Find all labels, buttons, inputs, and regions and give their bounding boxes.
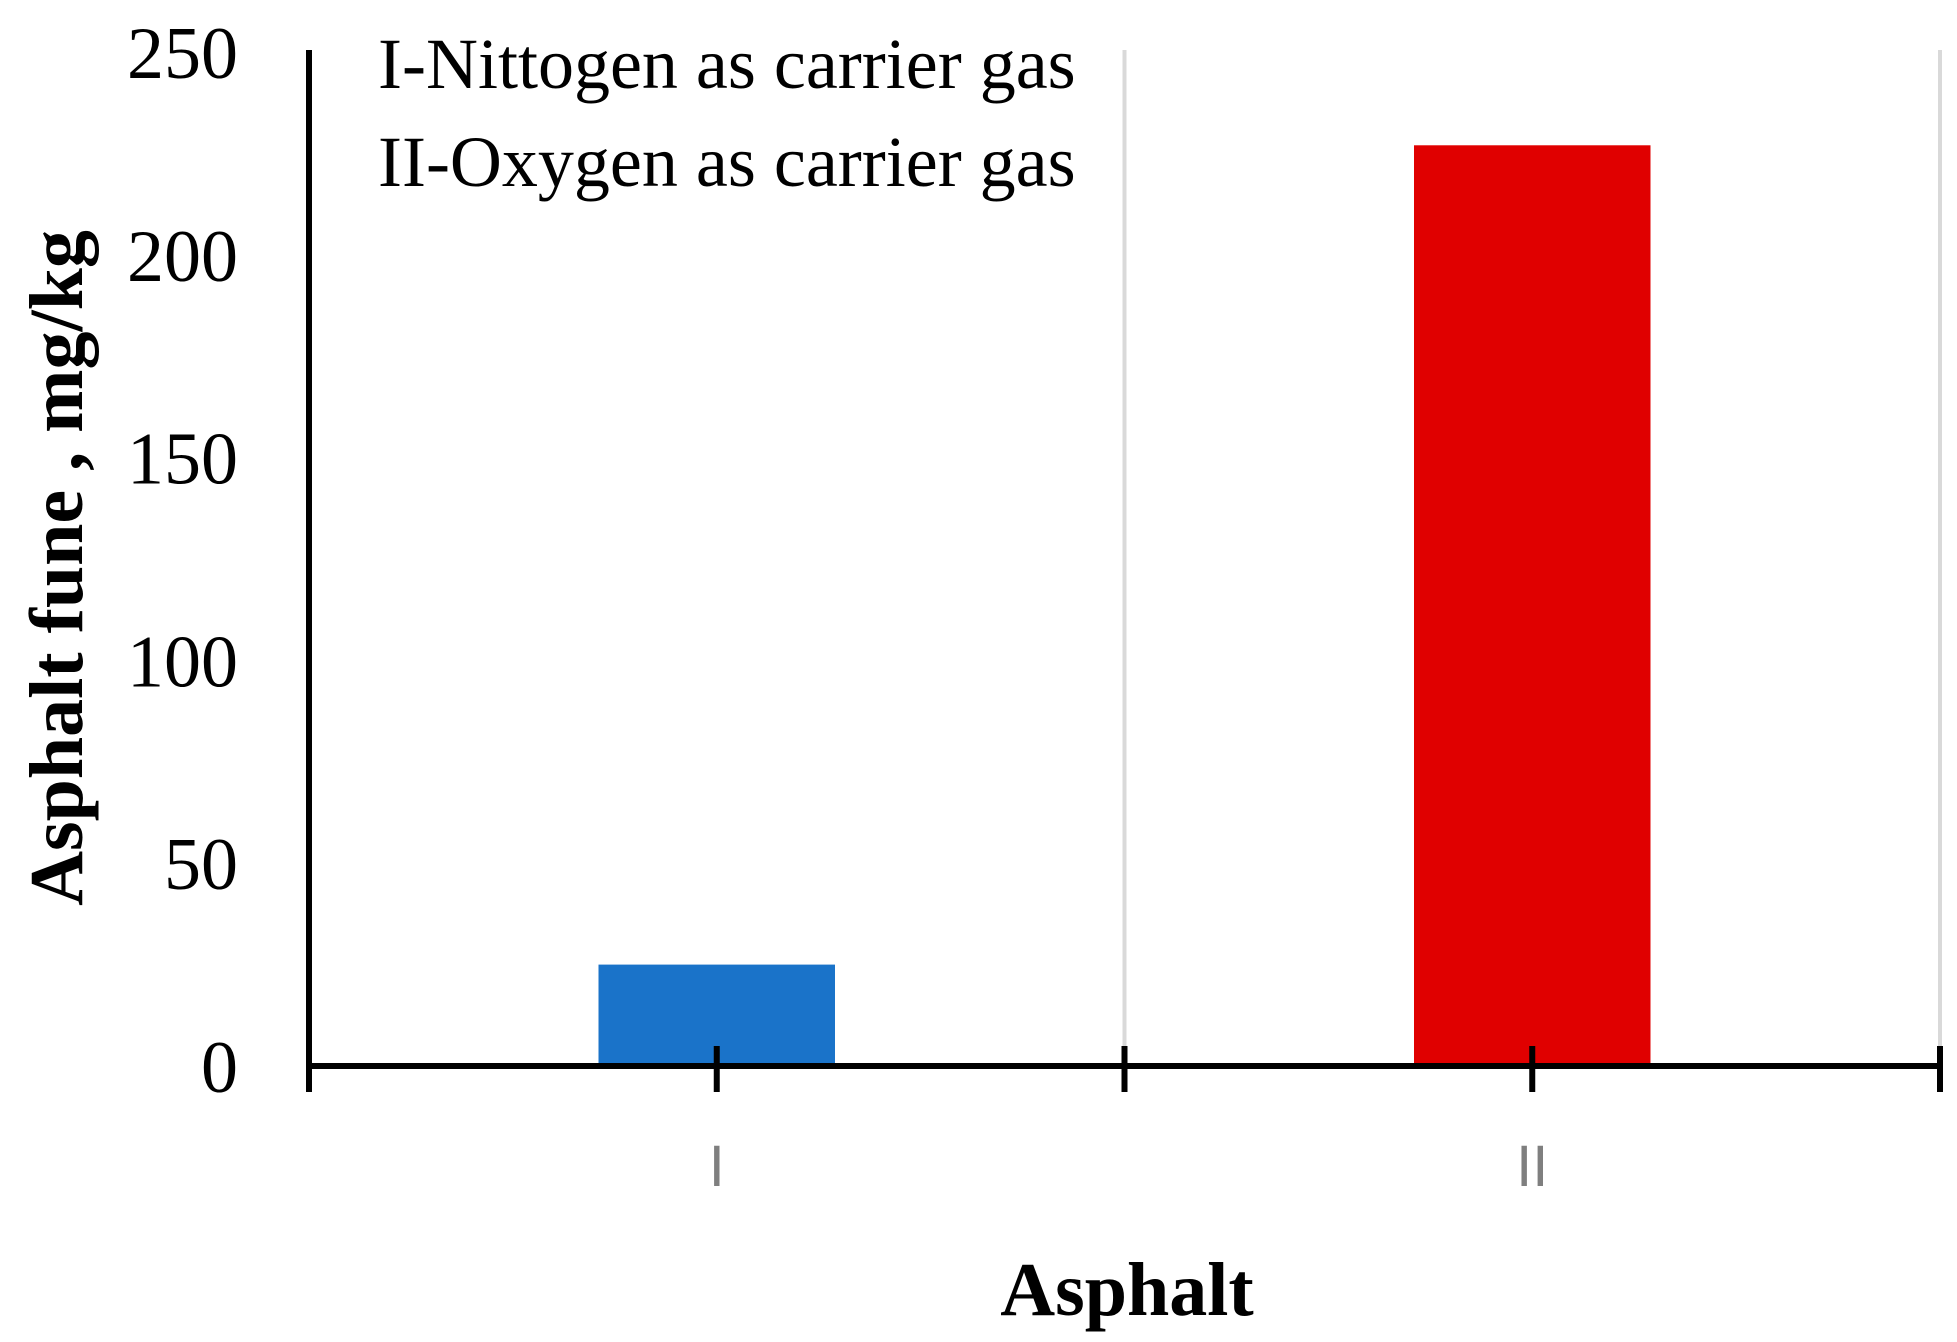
- x-tick-label-II: II: [1516, 1134, 1548, 1199]
- y-tick-label-150: 150: [127, 419, 238, 501]
- x-tick-labels: I II: [709, 1134, 1549, 1199]
- x-tick-marks: [306, 1046, 1943, 1092]
- bars: [598, 145, 1651, 1067]
- x-tick-label-I: I: [709, 1134, 725, 1199]
- y-tick-label-100: 100: [127, 621, 238, 703]
- y-tick-label-250: 250: [127, 13, 238, 95]
- y-axis-title: Asphalt fune , mg/kg: [15, 230, 99, 906]
- gridlines: [1122, 50, 1942, 1066]
- y-tick-label-200: 200: [127, 216, 238, 298]
- y-tick-label-50: 50: [164, 824, 238, 906]
- y-tick-labels: 0 50 100 150 200 250: [127, 13, 238, 1109]
- annotation-line-1: I-Nittogen as carrier gas: [378, 24, 1076, 104]
- y-tick-label-0: 0: [201, 1027, 238, 1109]
- bar-II: [1414, 145, 1651, 1067]
- x-axis-title: Asphalt: [1000, 1248, 1253, 1332]
- annotation-line-2: II-Oxygen as carrier gas: [378, 122, 1076, 202]
